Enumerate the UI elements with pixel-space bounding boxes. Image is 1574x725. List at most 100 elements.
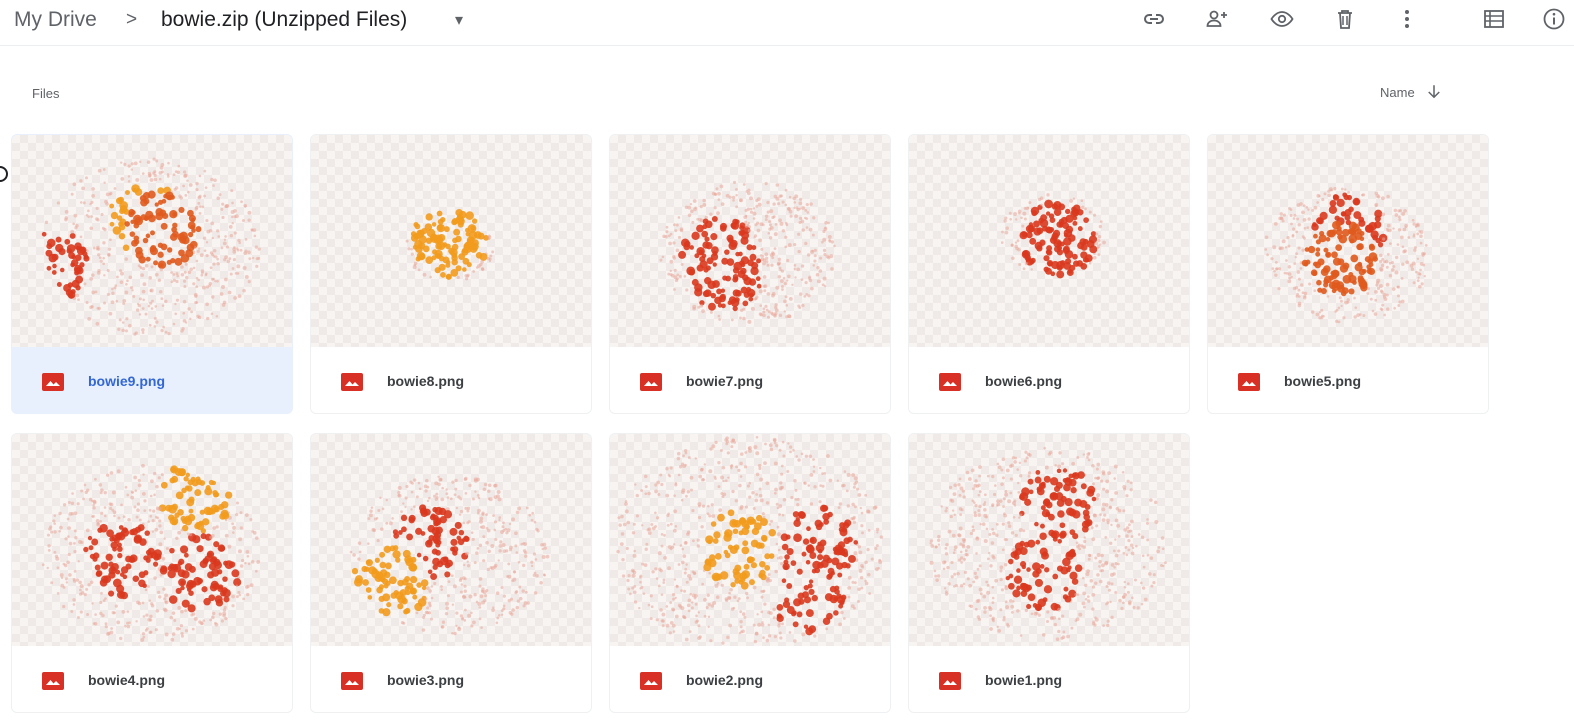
thumbnail-dot	[1032, 570, 1040, 578]
thumbnail-dot	[255, 264, 259, 268]
file-card[interactable]: bowie6.png	[908, 134, 1190, 414]
thumbnail-dot	[195, 259, 199, 263]
thumbnail-dot	[424, 223, 433, 231]
list-view-icon[interactable]	[1477, 4, 1511, 34]
thumbnail-dot	[657, 493, 661, 497]
thumbnail-dot	[109, 221, 115, 227]
thumbnail-dot	[133, 161, 138, 166]
thumbnail-dot	[758, 493, 763, 498]
thumbnail-dot	[209, 618, 212, 622]
breadcrumb-my-drive[interactable]: My Drive	[14, 8, 97, 31]
thumbnail-dot	[758, 312, 763, 316]
thumbnail-dot	[183, 270, 187, 274]
thumbnail-dot	[1316, 279, 1322, 286]
thumbnail-dot	[1034, 521, 1039, 527]
file-card[interactable]: bowie8.png	[310, 134, 592, 414]
thumbnail-dot	[710, 233, 718, 241]
thumbnail-dot	[187, 231, 194, 238]
thumbnail-dot	[478, 606, 482, 609]
thumbnail-dot	[79, 246, 87, 254]
thumbnail-dot	[1108, 505, 1112, 509]
thumbnail-dot	[978, 564, 982, 568]
thumbnail-dot	[1129, 481, 1133, 485]
thumbnail-dot	[1096, 462, 1101, 467]
file-card[interactable]: bowie4.png	[11, 433, 293, 713]
thumbnail-dot	[105, 202, 109, 206]
file-name: bowie4.png	[88, 672, 165, 688]
thumbnail-dot	[83, 254, 89, 260]
thumbnail-dot	[1386, 223, 1391, 228]
thumbnail-dot	[654, 483, 658, 487]
info-icon[interactable]	[1537, 4, 1571, 34]
link-icon[interactable]	[1137, 4, 1171, 34]
thumbnail-dot	[684, 451, 688, 455]
add-person-icon[interactable]	[1200, 4, 1234, 34]
thumbnail-dot	[83, 593, 87, 597]
thumbnail-dot	[733, 571, 742, 580]
thumbnail-dot	[642, 592, 646, 595]
thumbnail-dot	[1162, 564, 1165, 568]
thumbnail-dot	[674, 596, 677, 600]
thumbnail-dot	[1417, 272, 1421, 276]
thumbnail-dot	[958, 493, 962, 497]
thumbnail-dot	[972, 487, 976, 491]
thumbnail-dot	[796, 502, 800, 507]
thumbnail-dot	[818, 269, 823, 273]
thumbnail-dot	[659, 473, 663, 477]
thumbnail-dot	[1374, 221, 1382, 229]
thumbnail-dot	[1307, 217, 1311, 221]
thumbnail-dot	[419, 504, 427, 512]
thumbnail-dot	[148, 276, 152, 280]
folder-menu-caret-icon[interactable]: ▾	[455, 12, 464, 29]
thumbnail-dot	[702, 198, 706, 203]
file-card[interactable]: bowie9.png	[11, 134, 293, 414]
thumbnail-dot	[1109, 600, 1112, 604]
thumbnail-dot	[1087, 458, 1091, 462]
thumbnail-dot	[1068, 234, 1076, 242]
thumbnail-dot	[1013, 212, 1018, 216]
breadcrumb-current-folder[interactable]: bowie.zip (Unzipped Files)	[161, 8, 408, 31]
thumbnail-dot	[157, 590, 161, 594]
file-card[interactable]: bowie7.png	[609, 134, 891, 414]
preview-eye-icon[interactable]	[1265, 4, 1299, 34]
thumbnail-dot	[188, 183, 193, 187]
thumbnail-dot	[1332, 194, 1340, 201]
file-card[interactable]: bowie1.png	[908, 433, 1190, 713]
file-card[interactable]: bowie3.png	[310, 433, 592, 713]
thumbnail-dot	[417, 268, 421, 272]
trash-icon[interactable]	[1328, 4, 1362, 34]
thumbnail-dot	[1081, 525, 1089, 533]
file-card[interactable]: bowie5.png	[1207, 134, 1489, 414]
thumbnail-dot	[709, 639, 713, 643]
thumbnail-dot	[778, 218, 782, 223]
thumbnail-dot	[217, 235, 221, 238]
thumbnail-dot	[768, 523, 772, 526]
thumbnail-dot	[243, 251, 248, 255]
thumbnail-dot	[479, 516, 484, 521]
more-vert-icon[interactable]	[1390, 4, 1424, 34]
thumbnail-dot	[178, 206, 185, 213]
thumbnail-dot	[878, 558, 882, 562]
thumbnail-dot	[617, 516, 621, 520]
thumbnail-dot	[736, 599, 740, 603]
thumbnail-dot	[477, 264, 481, 268]
thumbnail-dot	[977, 617, 981, 621]
thumbnail-dot	[1029, 237, 1037, 245]
thumbnail-dot	[1040, 505, 1046, 511]
file-card[interactable]: bowie2.png	[609, 433, 891, 713]
thumbnail-dot	[1046, 193, 1050, 197]
thumbnail-dot	[212, 277, 215, 281]
thumbnail-dot	[729, 464, 733, 468]
sort-by-name-button[interactable]: Name	[1380, 80, 1443, 104]
thumbnail-dot	[208, 562, 217, 571]
thumbnail-dot	[148, 214, 156, 223]
thumbnail-dot	[195, 285, 199, 289]
thumbnail-dot	[1400, 299, 1405, 304]
thumbnail-dot	[133, 505, 137, 509]
thumbnail-dot	[853, 606, 856, 610]
thumbnail-dot	[785, 223, 789, 227]
thumbnail-dot	[618, 523, 622, 527]
thumbnail-dot	[860, 511, 864, 515]
thumbnail-dot	[432, 564, 438, 570]
thumbnail-dot	[99, 600, 103, 605]
